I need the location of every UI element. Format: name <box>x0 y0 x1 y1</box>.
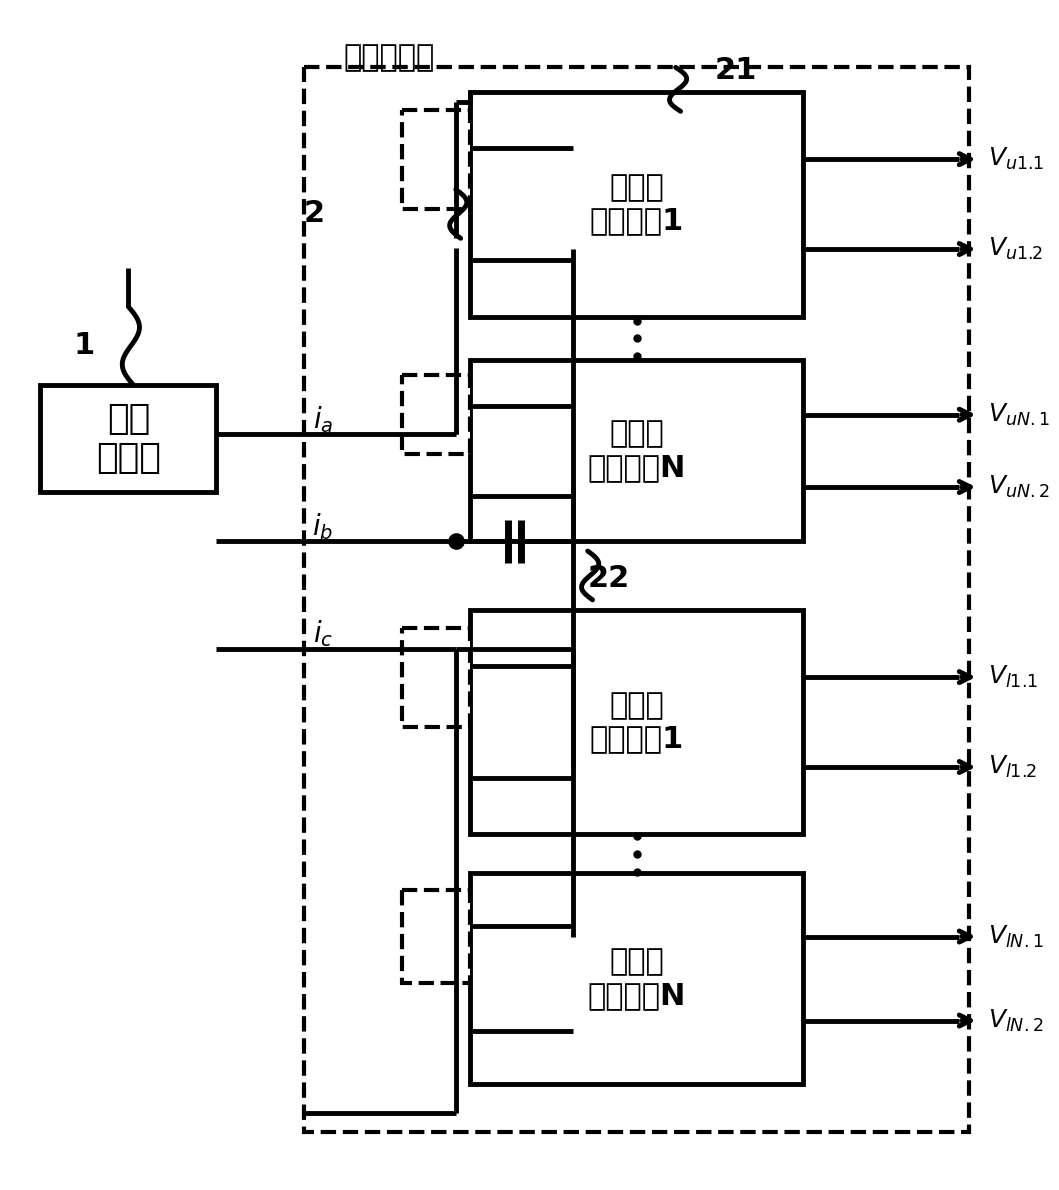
Bar <box>470 361 803 541</box>
Bar <box>304 68 969 1133</box>
Bar <box>402 890 470 983</box>
Text: $V_{u1.1}$: $V_{u1.1}$ <box>988 146 1045 173</box>
Text: $i_a$: $i_a$ <box>313 403 334 434</box>
Text: 2: 2 <box>304 200 325 228</box>
Text: $V_{lN.2}$: $V_{lN.2}$ <box>988 1008 1044 1034</box>
Text: $V_{l1.1}$: $V_{l1.1}$ <box>988 664 1039 690</box>
Text: $V_{u1.2}$: $V_{u1.2}$ <box>988 236 1044 262</box>
Bar <box>470 873 803 1084</box>
Text: $i_c$: $i_c$ <box>313 619 334 650</box>
Bar <box>402 627 470 727</box>
Text: 电流
发生器: 电流 发生器 <box>96 402 161 475</box>
Bar <box>470 92 803 317</box>
Text: 下桥臂
测试单元N: 下桥臂 测试单元N <box>588 947 686 1010</box>
Bar <box>470 609 803 834</box>
Text: $V_{l1.2}$: $V_{l1.2}$ <box>988 754 1038 781</box>
Text: 22: 22 <box>588 564 630 593</box>
Bar <box>402 375 470 455</box>
Text: 子模块系统: 子模块系统 <box>343 43 434 71</box>
Text: $V_{uN.1}$: $V_{uN.1}$ <box>988 401 1051 428</box>
Bar <box>402 109 470 208</box>
Text: 上桥臂
测试单元1: 上桥臂 测试单元1 <box>590 173 684 236</box>
Text: $V_{uN.2}$: $V_{uN.2}$ <box>988 474 1049 500</box>
Text: 21: 21 <box>715 56 757 84</box>
Bar <box>40 384 216 493</box>
Text: $i_b$: $i_b$ <box>312 512 334 541</box>
Text: $V_{lN.1}$: $V_{lN.1}$ <box>988 923 1044 950</box>
Text: 上桥臂
测试单元N: 上桥臂 测试单元N <box>588 420 686 482</box>
Text: 下桥臂
测试单元1: 下桥臂 测试单元1 <box>590 690 684 753</box>
Text: 1: 1 <box>74 331 95 361</box>
